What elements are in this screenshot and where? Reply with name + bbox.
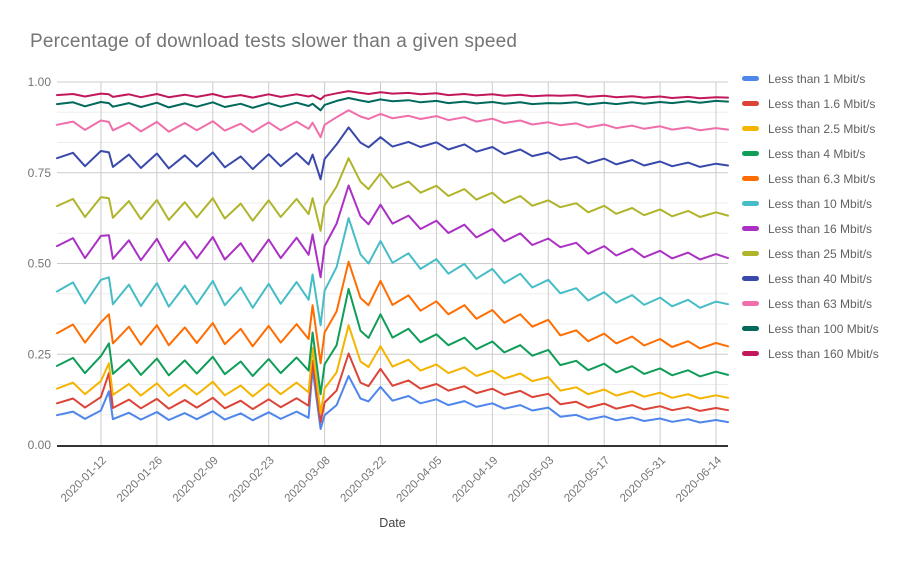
legend-item-6[interactable]: Less than 16 Mbit/s — [742, 216, 879, 241]
legend-label: Less than 4 Mbit/s — [768, 146, 866, 161]
legend-item-7[interactable]: Less than 25 Mbit/s — [742, 241, 879, 266]
legend-label: Less than 63 Mbit/s — [768, 296, 873, 311]
legend-item-3[interactable]: Less than 4 Mbit/s — [742, 141, 879, 166]
legend-label: Less than 160 Mbit/s — [768, 346, 879, 361]
legend-item-11[interactable]: Less than 160 Mbit/s — [742, 341, 879, 366]
legend-swatch — [742, 126, 759, 131]
legend-swatch — [742, 176, 759, 181]
x-tick-label: 2020-03-08 — [283, 455, 333, 505]
y-tick-label: 0.25 — [28, 347, 52, 361]
series-line-less-than-100-mbit-s[interactable] — [56, 97, 729, 112]
legend-item-2[interactable]: Less than 2.5 Mbit/s — [742, 116, 879, 141]
x-tick-label: 2020-04-19 — [450, 455, 500, 505]
legend-swatch — [742, 251, 759, 256]
legend-item-9[interactable]: Less than 63 Mbit/s — [742, 291, 879, 316]
x-tick-label: 2020-05-31 — [618, 455, 668, 505]
legend-swatch — [742, 76, 759, 81]
y-tick-label: 0.00 — [28, 438, 52, 452]
series-line-less-than-63-mbit-s[interactable] — [56, 109, 729, 139]
x-tick-label: 2020-01-12 — [59, 455, 109, 505]
legend-swatch — [742, 101, 759, 106]
x-tick-label: 2020-05-17 — [562, 455, 612, 505]
x-axis-title: Date — [379, 516, 405, 530]
legend-swatch — [742, 226, 759, 231]
legend-label: Less than 1 Mbit/s — [768, 71, 866, 86]
legend-swatch — [742, 201, 759, 206]
series-line-less-than-6.3-mbit-s[interactable] — [56, 260, 729, 365]
legend-label: Less than 6.3 Mbit/s — [768, 171, 876, 186]
legend-label: Less than 100 Mbit/s — [768, 321, 879, 336]
x-tick-label: 2020-02-09 — [171, 455, 221, 505]
x-tick-label: 2020-05-03 — [506, 455, 556, 505]
chart-title: Percentage of download tests slower than… — [30, 31, 518, 52]
legend-item-1[interactable]: Less than 1.6 Mbit/s — [742, 91, 879, 116]
series-line-less-than-25-mbit-s[interactable] — [56, 157, 729, 232]
legend-item-8[interactable]: Less than 40 Mbit/s — [742, 266, 879, 291]
legend-swatch — [742, 326, 759, 331]
legend-item-10[interactable]: Less than 100 Mbit/s — [742, 316, 879, 341]
series-line-less-than-4-mbit-s[interactable] — [56, 287, 729, 396]
x-tick-label: 2020-02-23 — [227, 455, 277, 505]
series-line-less-than-1.6-mbit-s[interactable] — [56, 352, 729, 424]
legend: Less than 1 Mbit/s Less than 1.6 Mbit/s Le… — [742, 66, 879, 366]
legend-label: Less than 2.5 Mbit/s — [768, 121, 876, 136]
y-tick-label: 0.50 — [28, 257, 52, 271]
legend-swatch — [742, 276, 759, 281]
x-tick-label: 2020-06-14 — [674, 454, 725, 505]
legend-label: Less than 1.6 Mbit/s — [768, 96, 876, 111]
series-line-less-than-160-mbit-s[interactable] — [56, 90, 729, 101]
x-tick-label: 2020-03-22 — [339, 455, 389, 505]
legend-item-5[interactable]: Less than 10 Mbit/s — [742, 191, 879, 216]
legend-item-4[interactable]: Less than 6.3 Mbit/s — [742, 166, 879, 191]
x-tick-label: 2020-04-05 — [394, 455, 444, 505]
legend-swatch — [742, 301, 759, 306]
x-tick-label: 2020-01-26 — [115, 455, 165, 505]
series-line-less-than-1-mbit-s[interactable] — [56, 367, 729, 430]
legend-label: Less than 25 Mbit/s — [768, 246, 873, 261]
series-line-less-than-2.5-mbit-s[interactable] — [56, 324, 729, 415]
series-line-less-than-40-mbit-s[interactable] — [56, 126, 729, 181]
legend-swatch — [742, 151, 759, 156]
legend-label: Less than 10 Mbit/s — [768, 196, 873, 211]
legend-swatch — [742, 351, 759, 356]
y-tick-label: 0.75 — [28, 166, 52, 180]
y-tick-label: 1.00 — [28, 75, 52, 89]
legend-label: Less than 40 Mbit/s — [768, 271, 873, 286]
legend-label: Less than 16 Mbit/s — [768, 221, 873, 236]
series-line-less-than-10-mbit-s[interactable] — [56, 217, 729, 327]
legend-item-0[interactable]: Less than 1 Mbit/s — [742, 66, 879, 91]
series-line-less-than-16-mbit-s[interactable] — [56, 184, 729, 279]
